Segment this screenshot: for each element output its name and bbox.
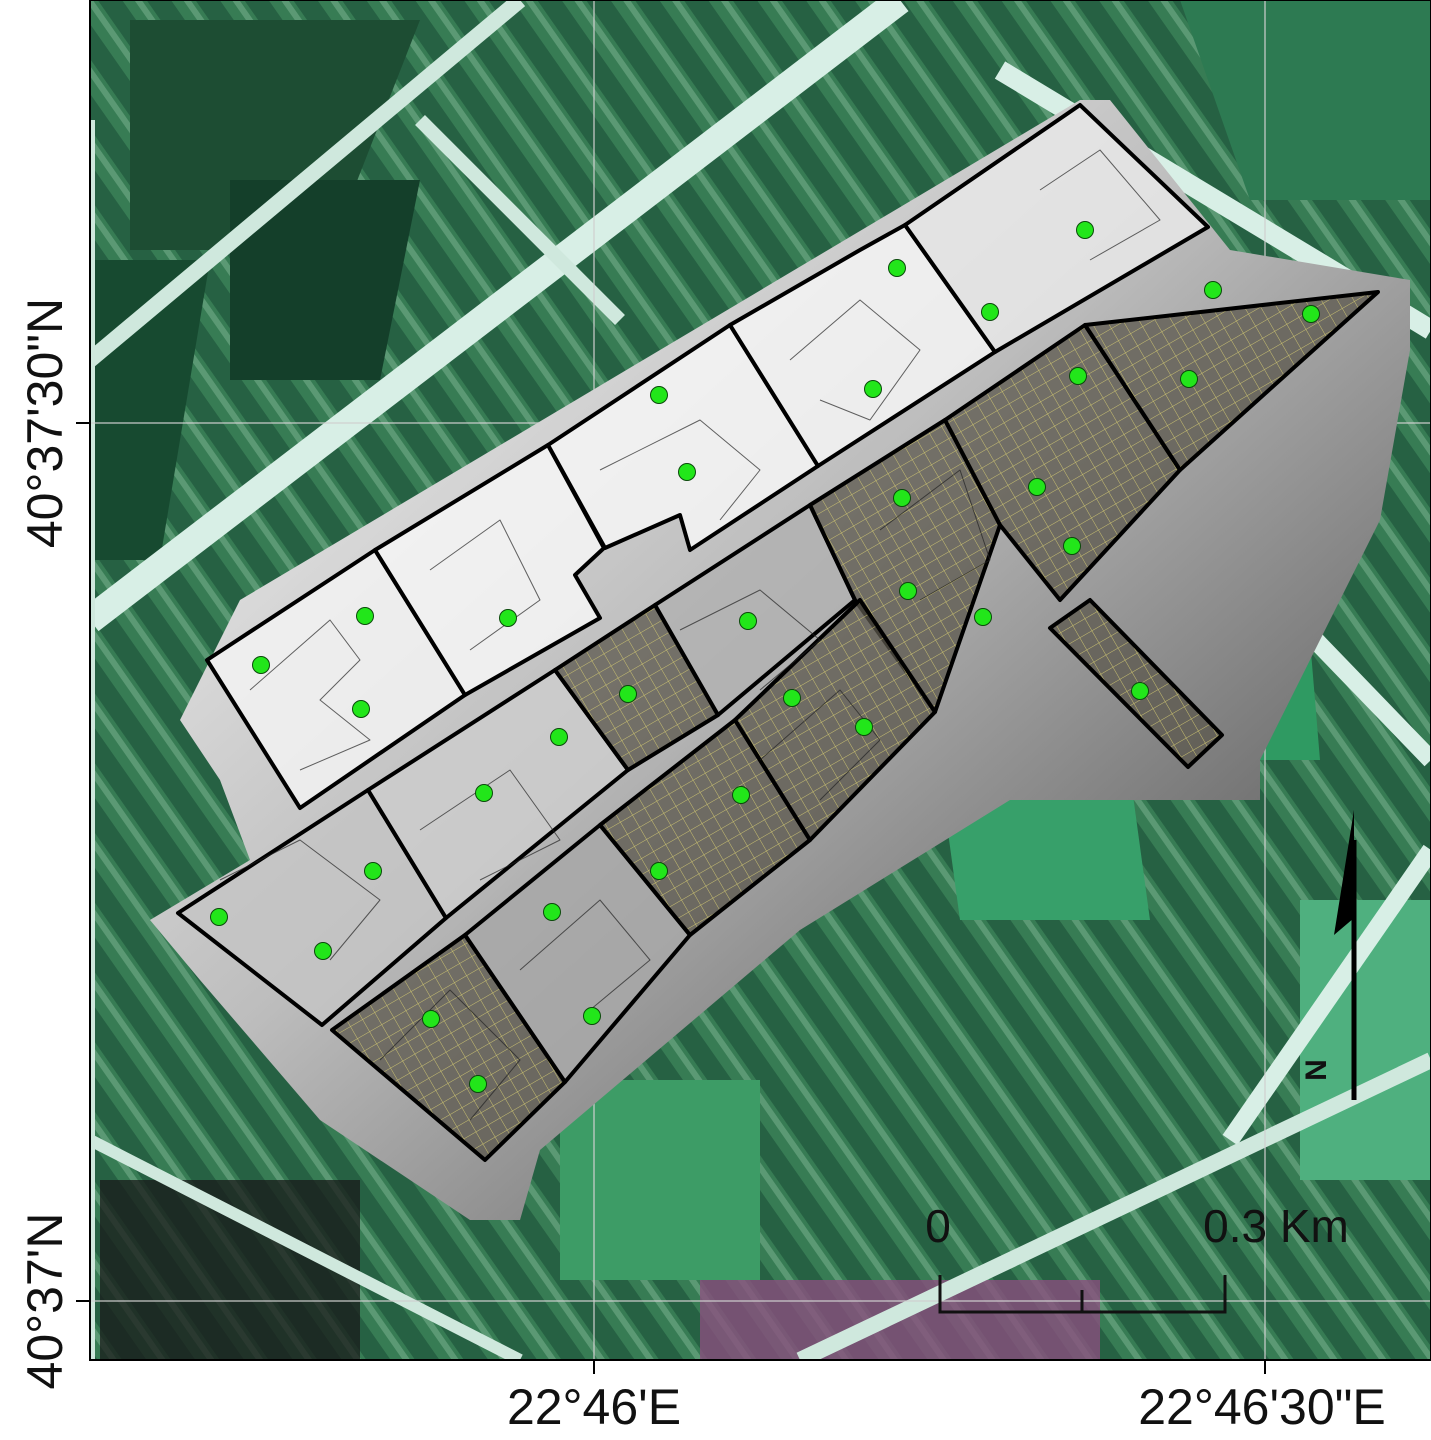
sample-point [314, 942, 332, 960]
sample-point [650, 386, 668, 404]
longitude-label-left: 22°46'E [507, 1379, 681, 1435]
sample-point [1204, 281, 1222, 299]
sample-point [974, 608, 992, 626]
sample-point [893, 489, 911, 507]
scale-bar-start-label: 0 [925, 1200, 951, 1252]
field-parcels [176, 103, 1380, 1162]
longitude-label-right: 22°46'30"E [1138, 1379, 1386, 1435]
sample-point [422, 1010, 440, 1028]
sample-point [1076, 221, 1094, 239]
sample-point [1069, 367, 1087, 385]
sample-point [619, 685, 637, 703]
parcel [1083, 290, 1380, 472]
parcel [903, 103, 1210, 354]
sample-point [899, 582, 917, 600]
latitude-label-bottom: 40°37'N [17, 1213, 73, 1390]
sample-point [475, 784, 493, 802]
sample-point [1063, 537, 1081, 555]
sample-point [364, 862, 382, 880]
sample-point [650, 862, 668, 880]
sample-point [356, 607, 374, 625]
sample-point [855, 718, 873, 736]
sample-point [1302, 305, 1320, 323]
parcel [733, 598, 937, 842]
sample-point [981, 303, 999, 321]
parcel [943, 323, 1182, 602]
sample-point [352, 700, 370, 718]
sample-point [888, 259, 906, 277]
sample-point [1028, 478, 1046, 496]
sample-point [678, 463, 696, 481]
north-arrow: N [1300, 810, 1357, 1100]
sample-point [499, 609, 517, 627]
latitude-label-top: 40°37'30"N [17, 298, 73, 548]
sample-point [1131, 682, 1149, 700]
sample-point [739, 612, 757, 630]
sample-point [864, 380, 882, 398]
sample-point [543, 903, 561, 921]
parcel [808, 418, 1002, 714]
sample-point [1180, 370, 1198, 388]
scale-bar: 0 0.3 Km [925, 1200, 1349, 1314]
sample-point [252, 656, 270, 674]
scale-bar-end-label: 0.3 Km [1203, 1200, 1349, 1252]
sample-point [732, 786, 750, 804]
sample-point [210, 908, 228, 926]
sample-point [583, 1007, 601, 1025]
sample-point [550, 728, 568, 746]
sample-points [210, 221, 1320, 1093]
north-arrow-label: N [1300, 1059, 1333, 1081]
sample-point [469, 1075, 487, 1093]
sample-point [783, 689, 801, 707]
